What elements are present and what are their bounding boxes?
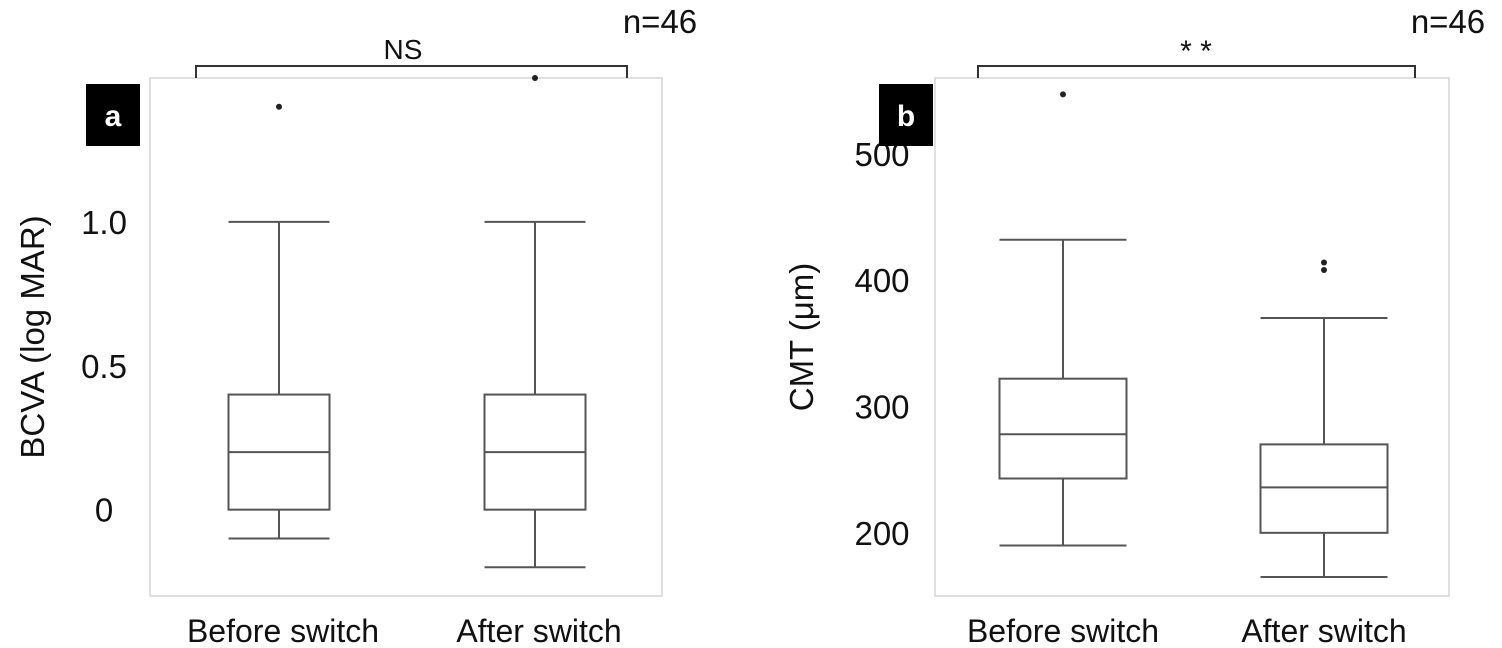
x-tick-label: After switch (1241, 613, 1406, 648)
x-axis: Before switch After switch (967, 613, 1407, 648)
y-axis-label: CMT (μm) (783, 263, 820, 412)
y-axis-label: BCVA (log MAR) (14, 215, 51, 458)
y-tick-label: 200 (854, 515, 909, 552)
significance-label: NS (384, 34, 423, 65)
x-tick-label: Before switch (187, 613, 379, 648)
sample-size-label: n=46 (623, 3, 697, 40)
box-plot (227, 103, 331, 540)
iqr-box (998, 377, 1128, 480)
y-tick-label: 0 (95, 492, 113, 529)
box-plot (483, 75, 587, 569)
panel-label: b (897, 100, 915, 133)
x-axis: Before switch After switch (187, 613, 622, 648)
y-tick-label: 300 (854, 388, 909, 425)
significance-label: * * (1180, 35, 1212, 68)
panel-label: a (105, 100, 122, 133)
significance-bracket (977, 65, 1416, 78)
outlier-point (1321, 259, 1327, 266)
iqr-box (1259, 443, 1389, 534)
x-tick-label: Before switch (967, 613, 1159, 648)
sample-size-label: n=46 (1411, 3, 1485, 40)
plot-frame (934, 77, 1450, 597)
outlier-point (1060, 91, 1066, 98)
box-plots (998, 91, 1389, 579)
panel-label-box (86, 84, 140, 146)
outlier-point (1321, 267, 1327, 274)
x-tick-label: After switch (456, 613, 621, 648)
box-plot (1259, 259, 1389, 579)
panel-label-box (879, 84, 933, 146)
plot-frame (149, 77, 663, 597)
y-tick-label: 400 (854, 262, 909, 299)
box-plots (227, 75, 587, 569)
box-plot (998, 91, 1128, 547)
y-tick-label: 1.0 (81, 204, 127, 241)
outlier-point (532, 75, 538, 81)
panel-a: 0 0.5 1.0 Before switch After switch a BCVA… (14, 3, 697, 648)
significance-bracket (195, 65, 628, 78)
y-tick-label: 0.5 (81, 348, 127, 385)
y-axis: 0 0.5 1.0 (81, 204, 127, 529)
outlier-point (276, 103, 282, 110)
